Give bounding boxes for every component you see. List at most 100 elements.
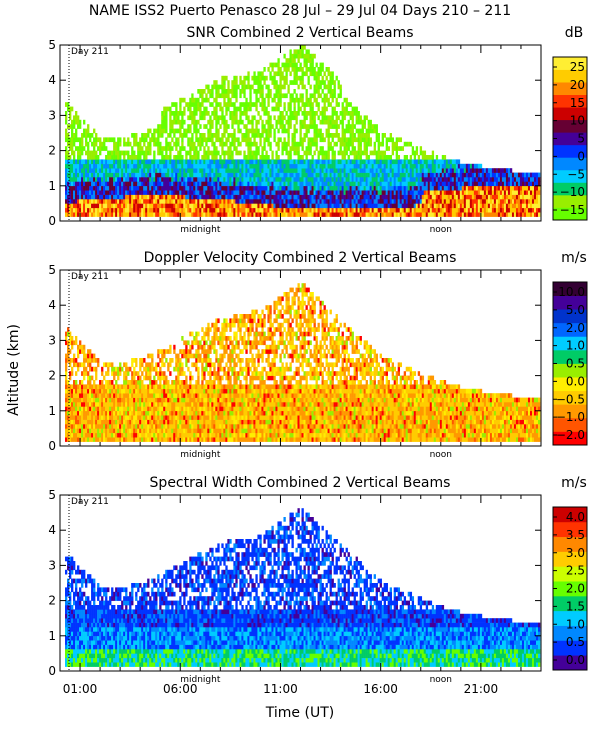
- data-cell: [313, 84, 316, 90]
- data-cell: [75, 172, 78, 178]
- data-cell: [71, 128, 74, 134]
- data-cell: [195, 207, 198, 213]
- data-cell: [291, 62, 294, 68]
- data-cell: [237, 119, 240, 125]
- data-cell: [243, 199, 246, 204]
- data-cell: [85, 185, 88, 191]
- data-cell: [277, 194, 280, 200]
- data-cell: [93, 406, 96, 412]
- data-cell: [493, 207, 497, 213]
- data-cell: [333, 207, 336, 213]
- data-cell: [349, 124, 352, 129]
- data-cell: [337, 93, 340, 99]
- data-cell: [161, 124, 164, 129]
- data-cell: [265, 133, 268, 138]
- data-cell: [275, 207, 278, 213]
- data-cell: [193, 172, 196, 178]
- data-cell: [401, 194, 405, 200]
- data-cell: [405, 185, 409, 191]
- data-cell: [301, 159, 304, 165]
- data-cell: [91, 410, 94, 416]
- data-cell: [491, 172, 495, 178]
- data-cell: [93, 190, 96, 195]
- data-cell: [69, 181, 72, 187]
- data-cell: [271, 181, 274, 187]
- data-cell: [123, 163, 126, 169]
- data-cell: [65, 336, 68, 341]
- data-cell: [161, 128, 164, 134]
- data-cell: [275, 199, 278, 204]
- data-cell: [315, 141, 318, 147]
- data-cell: [187, 141, 190, 147]
- data-cell: [303, 71, 306, 77]
- data-cell: [471, 172, 475, 178]
- data-cell: [303, 163, 306, 169]
- data-cell: [243, 137, 246, 143]
- data-cell: [391, 159, 394, 165]
- data-cell: [255, 163, 258, 169]
- data-cell: [105, 203, 108, 209]
- data-cell: [79, 349, 82, 354]
- data-cell: [403, 181, 407, 187]
- data-cell: [337, 124, 340, 129]
- data-cell: [249, 141, 252, 147]
- data-cell: [363, 168, 366, 173]
- data-cell: [261, 212, 264, 217]
- data-cell: [497, 168, 501, 173]
- data-cell: [165, 168, 168, 173]
- data-cell: [115, 168, 118, 173]
- data-cell: [141, 150, 144, 156]
- data-cell: [311, 137, 314, 143]
- data-cell: [189, 102, 192, 107]
- data-cell: [509, 190, 513, 195]
- colorbar-segment: [553, 207, 587, 221]
- data-cell: [159, 207, 162, 213]
- data-cell: [489, 199, 493, 204]
- data-cell: [303, 115, 306, 121]
- data-cell: [531, 194, 535, 200]
- data-cell: [217, 207, 220, 213]
- data-cell: [255, 203, 258, 209]
- data-cell: [435, 172, 439, 178]
- data-cell: [317, 185, 320, 191]
- data-cell: [185, 203, 188, 209]
- data-cell: [487, 199, 491, 204]
- data-cell: [237, 137, 240, 143]
- data-cell: [281, 115, 284, 121]
- data-cell: [131, 177, 134, 182]
- data-cell: [281, 62, 284, 68]
- data-cell: [303, 203, 306, 209]
- data-cell: [469, 207, 473, 213]
- data-cell: [385, 137, 388, 143]
- data-cell: [283, 185, 286, 191]
- data-cell: [285, 93, 288, 99]
- data-cell: [475, 212, 479, 217]
- data-cell: [245, 212, 248, 217]
- data-cell: [165, 128, 168, 134]
- data-cell: [269, 75, 272, 81]
- data-cell: [265, 75, 268, 81]
- data-cell: [105, 172, 108, 178]
- data-cell: [321, 115, 324, 121]
- data-cell: [115, 190, 118, 195]
- data-cell: [191, 181, 194, 187]
- data-cell: [77, 353, 80, 359]
- data-cell: [315, 199, 318, 204]
- data-cell: [335, 97, 338, 103]
- data-cell: [85, 177, 88, 182]
- data-cell: [461, 181, 465, 187]
- data-cell: [325, 203, 328, 209]
- data-cell: [131, 199, 134, 204]
- data-cell: [361, 172, 364, 178]
- data-cell: [489, 212, 493, 217]
- data-cell: [97, 194, 100, 200]
- data-cell: [321, 80, 324, 85]
- data-cell: [295, 212, 298, 217]
- data-cell: [299, 124, 302, 129]
- data-cell: [357, 128, 360, 134]
- data-cell: [203, 194, 206, 200]
- data-cell: [427, 207, 431, 213]
- data-cell: [151, 159, 154, 165]
- data-cell: [263, 128, 266, 134]
- data-cell: [295, 141, 298, 147]
